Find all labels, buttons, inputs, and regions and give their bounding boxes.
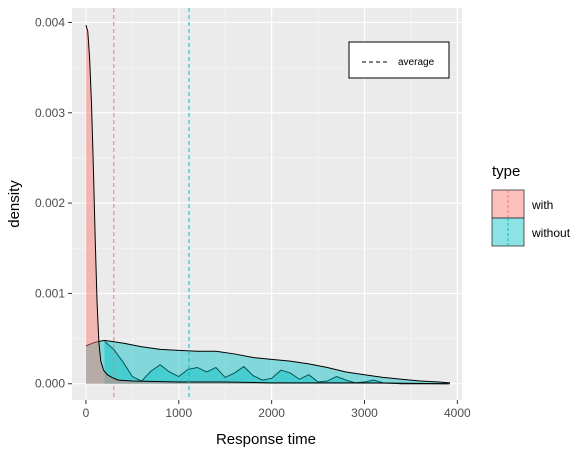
x-tick-label: 4000	[444, 406, 471, 420]
density-area-with-outline	[85, 25, 449, 385]
legend-item-with: with	[491, 189, 553, 219]
legend-item-without: without	[491, 217, 571, 247]
y-tick-label: 0.002	[35, 196, 65, 210]
density-areas	[85, 25, 450, 385]
average-legend-label: average	[398, 57, 435, 68]
y-tick-label: 0.003	[35, 106, 65, 120]
y-tick-label: 0.000	[35, 377, 65, 391]
x-tick-label: 3000	[351, 406, 378, 420]
x-axis-title: Response time	[216, 431, 316, 448]
average-lines	[113, 8, 190, 400]
density-area-without-detail-outline	[104, 340, 450, 385]
average-legend-box	[348, 41, 450, 79]
legend-label-without: without	[531, 226, 571, 240]
density-area-without	[85, 340, 450, 384]
legend-key-with	[491, 189, 525, 219]
y-axis-title: density	[6, 180, 23, 228]
y-tick-label: 0.001	[35, 286, 65, 300]
x-tick-label: 0	[83, 406, 90, 420]
x-axis: 0 1000 2000 3000 4000	[83, 400, 471, 420]
average-legend: average	[348, 41, 450, 79]
y-tick-label: 0.004	[35, 15, 65, 29]
legend-key-without	[491, 217, 525, 247]
type-legend: type with without	[491, 163, 571, 247]
legend-label-with: with	[531, 198, 553, 212]
legend-title: type	[492, 163, 520, 180]
x-tick-label: 1000	[165, 406, 192, 420]
x-tick-label: 2000	[258, 406, 285, 420]
major-grid	[72, 8, 462, 400]
density-area-without-outline	[85, 339, 450, 384]
density-area-without-detail	[104, 341, 450, 384]
y-axis: 0.000 0.001 0.002 0.003 0.004	[35, 15, 72, 391]
